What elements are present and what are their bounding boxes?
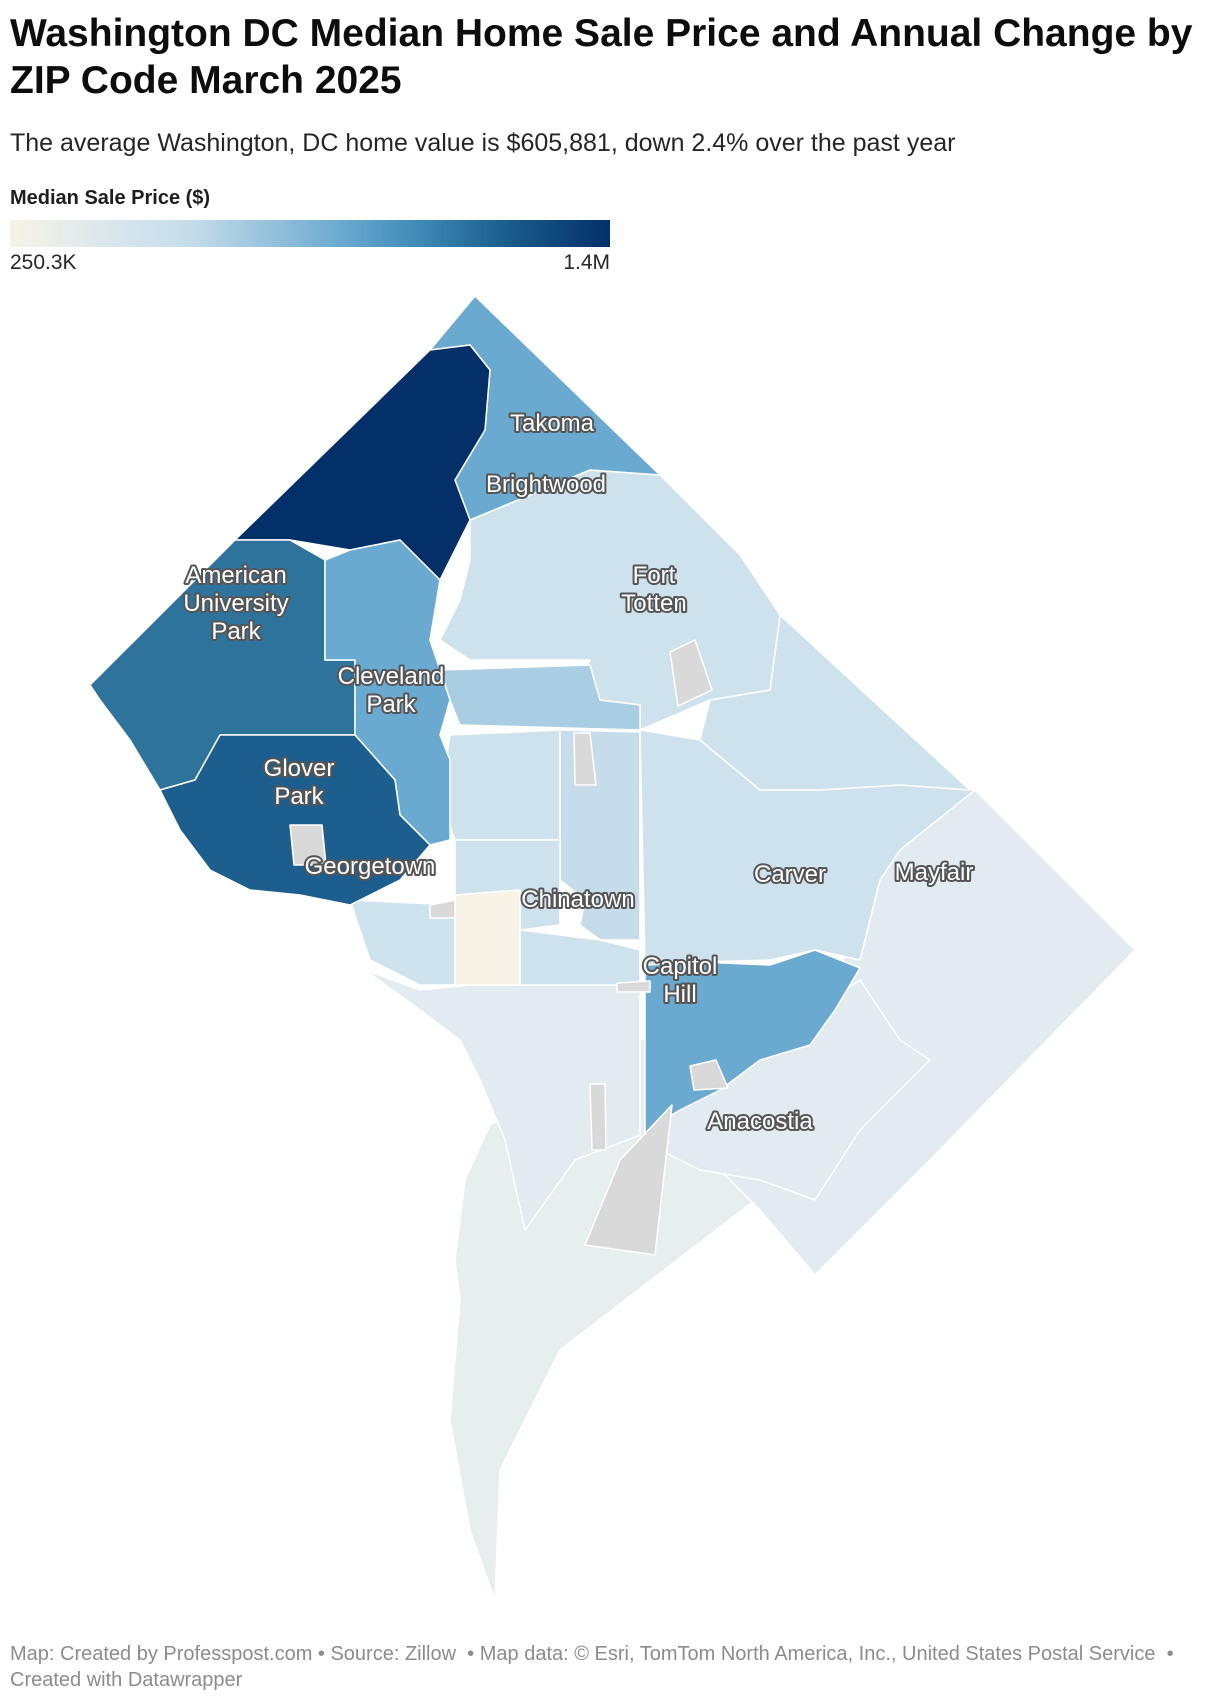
label-takoma: Takoma — [510, 410, 595, 437]
no-data-patch — [616, 980, 651, 993]
legend-title: Median Sale Price ($) — [10, 187, 211, 209]
no-data-patch — [289, 824, 327, 866]
label-chinatown: Chinatown — [521, 886, 634, 913]
label-capitol-hill-line1: Capitol — [643, 953, 718, 980]
label-fort-totten-line1: Fort — [633, 562, 676, 589]
label-brightwood: Brightwood — [486, 471, 606, 498]
legend-max-label: 1.4M — [563, 251, 610, 274]
label-georgetown: Georgetown — [305, 853, 436, 880]
zip-area-navy-yard[interactable] — [519, 929, 641, 986]
label-capitol-hill-line2: Hill — [663, 981, 696, 1008]
label-anacostia: Anacostia — [707, 1108, 813, 1135]
label-carver: Carver — [754, 861, 826, 888]
label-cleveland-park-line1: Cleveland — [338, 663, 445, 690]
legend-min-label: 250.3K — [10, 251, 77, 274]
zip-area-columbia-heights[interactable] — [439, 729, 561, 841]
footer-credits: Map: Created by Professpost.com • Source… — [10, 1643, 1174, 1691]
map-labels: Takoma Brightwood American University Pa… — [181, 408, 975, 1137]
zip-area-chinatown[interactable] — [454, 889, 521, 986]
no-data-patch — [589, 1083, 607, 1151]
choropleth-map: Takoma Brightwood American University Pa… — [89, 295, 1136, 1601]
zip-area-petworth[interactable] — [439, 664, 641, 731]
no-data-patch — [584, 1104, 673, 1256]
no-data-patch — [573, 732, 597, 786]
label-fort-totten-line2: Totten — [621, 590, 686, 617]
legend-gradient-bar — [10, 220, 610, 247]
label-american-university-park-line1: American — [185, 562, 286, 589]
color-legend: Median Sale Price ($) 250.3K 1.4M — [10, 184, 610, 277]
label-glover-park-line2: Park — [274, 783, 324, 810]
no-data-patch — [429, 899, 456, 919]
zip-area-glover-park[interactable] — [159, 734, 431, 906]
label-american-university-park-line2: University — [183, 590, 288, 617]
page-title: Washington DC Median Home Sale Price and… — [10, 12, 1193, 102]
zip-area-cleveland-park[interactable] — [324, 539, 451, 846]
no-data-patch — [669, 639, 713, 707]
zip-area-southwest[interactable] — [364, 969, 641, 1231]
label-glover-park-line1: Glover — [264, 755, 335, 782]
label-american-university-park-line3: Park — [211, 618, 261, 645]
legend-labels: 250.3K 1.4M — [10, 251, 610, 277]
label-mayfair: Mayfair — [895, 859, 974, 886]
no-data-patch — [689, 1059, 729, 1091]
label-cleveland-park-line2: Park — [366, 691, 416, 718]
page-subtitle: The average Washington, DC home value is… — [10, 129, 956, 157]
